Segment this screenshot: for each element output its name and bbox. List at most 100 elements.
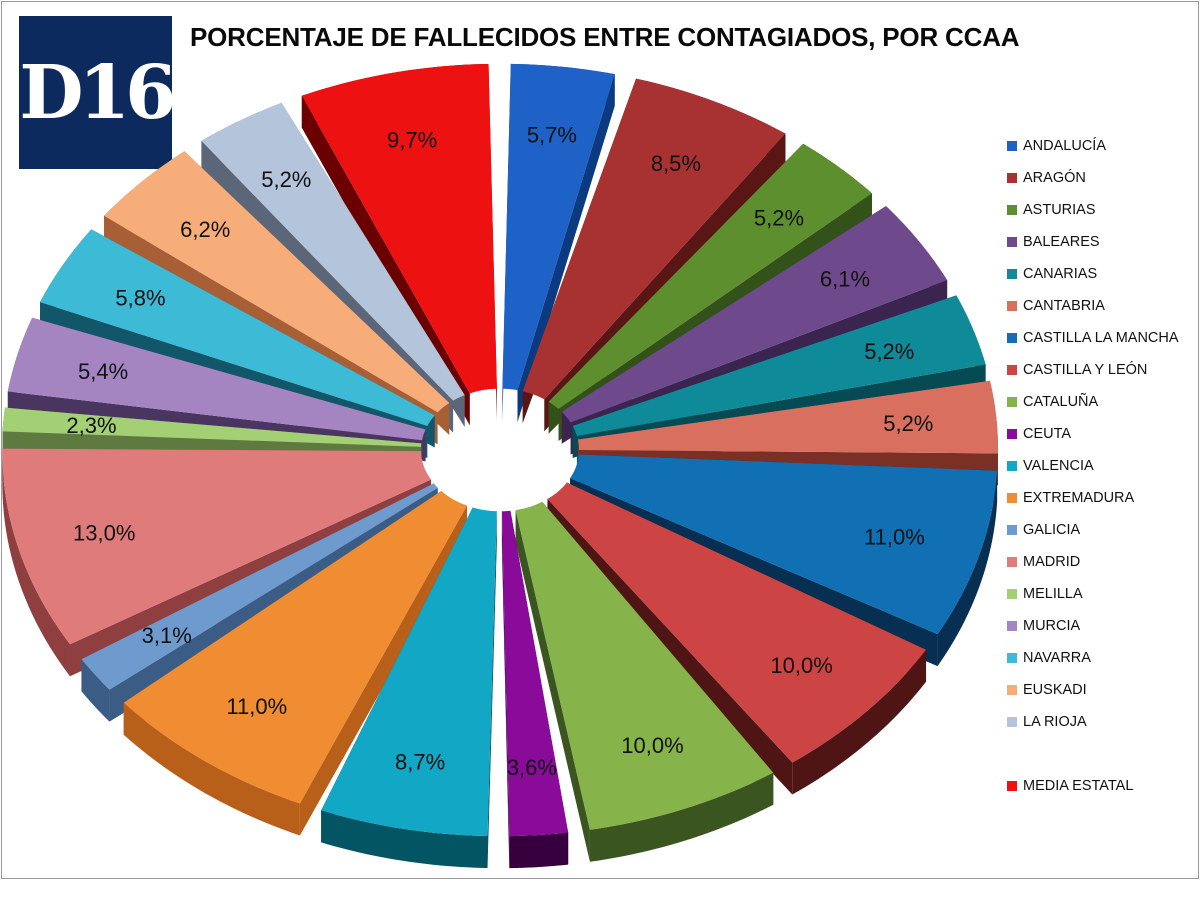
legend-label: GALICIA: [1023, 522, 1081, 538]
pie-slice-edge: [517, 74, 615, 423]
legend-swatch: [1007, 333, 1017, 343]
legend-item: CANARIAS: [1007, 266, 1097, 282]
pie-slice-top: [547, 482, 927, 763]
pie-slice-top: [548, 143, 872, 409]
legend-label: MEDIA ESTATAL: [1023, 778, 1134, 794]
legend-swatch: [1007, 301, 1017, 311]
legend-label: ANDALUCÍA: [1023, 138, 1106, 154]
legend-swatch: [1007, 141, 1017, 151]
legend-label: LA RIOJA: [1023, 714, 1087, 730]
pie-slice-edge: [487, 511, 497, 869]
legend-swatch: [1007, 205, 1017, 215]
pie-slice-side: [321, 810, 488, 869]
pie-slice-edge: [547, 498, 793, 795]
pie-slice-top: [561, 206, 948, 423]
pie-slice-10: 3,6%: [501, 510, 569, 869]
legend-swatch: [1007, 557, 1017, 567]
legend-swatch: [1007, 717, 1017, 727]
legend-item: MELILLA: [1007, 586, 1083, 602]
legend-swatch: [1007, 493, 1017, 503]
legend-item: EXTREMADURA: [1007, 490, 1134, 506]
legend-swatch: [1007, 237, 1017, 247]
data-label: 5,2%: [261, 167, 311, 192]
legend-swatch: [1007, 781, 1017, 791]
data-label: 11,0%: [226, 694, 287, 719]
pie-slice-top: [301, 63, 497, 394]
legend-item: MADRID: [1007, 554, 1080, 570]
pie-slice-9: 10,0%: [515, 501, 774, 862]
data-label: 8,5%: [651, 151, 701, 176]
legend-swatch: [1007, 621, 1017, 631]
pie-slice-top: [2, 448, 432, 645]
data-label: 11,0%: [864, 524, 925, 549]
data-label: 5,7%: [527, 123, 577, 148]
legend-swatch: [1007, 269, 1017, 279]
pie-slice-top: [577, 380, 998, 454]
legend-item: BALEARES: [1007, 234, 1100, 250]
pie-slice-side: [589, 772, 774, 862]
data-label: 2,3%: [66, 413, 116, 438]
legend-swatch: [1007, 589, 1017, 599]
legend-item: CASTILLA Y LEÓN: [1007, 362, 1147, 378]
legend-label: VALENCIA: [1023, 458, 1094, 474]
legend-label: ASTURIAS: [1023, 202, 1096, 218]
pie-slice-top: [81, 483, 438, 690]
pie-slice-top: [7, 317, 426, 441]
data-label: 3,1%: [142, 623, 192, 648]
data-label: 8,7%: [395, 750, 445, 775]
legend-item: ANDALUCÍA: [1007, 138, 1106, 154]
legend-swatch: [1007, 461, 1017, 471]
data-label: 10,0%: [770, 653, 832, 678]
pie-slice-edge: [515, 510, 590, 862]
data-label: 5,2%: [864, 339, 914, 364]
legend-label: BALEARES: [1023, 234, 1100, 250]
d16-logo: D16: [19, 16, 177, 169]
legend-swatch: [1007, 525, 1017, 535]
legend-label: ARAGÓN: [1023, 170, 1086, 186]
legend-item: EUSKADI: [1007, 682, 1087, 698]
legend-item: ASTURIAS: [1007, 202, 1096, 218]
pie-slice-edge: [501, 511, 510, 869]
data-label: 10,0%: [621, 733, 683, 758]
legend-label: CASTILLA Y LEÓN: [1023, 362, 1148, 378]
legend-swatch: [1007, 429, 1017, 439]
legend-label: CASTILLA LA MANCHA: [1023, 330, 1179, 346]
pie-slice-top: [502, 63, 615, 391]
pie-slice-top: [570, 454, 998, 635]
data-label: 5,8%: [115, 286, 165, 311]
chart-title: PORCENTAJE DE FALLECIDOS ENTRE CONTAGIAD…: [190, 22, 1020, 52]
legend-label: CEUTA: [1023, 426, 1072, 442]
pie-slice-top: [2, 407, 422, 447]
legend-item: MEDIA ESTATAL: [1007, 778, 1133, 794]
legend-swatch: [1007, 365, 1017, 375]
data-label: 3,6%: [507, 755, 557, 780]
pie-slice-8: 10,0%: [547, 482, 927, 795]
pie-slice-side: [123, 702, 300, 836]
legend-label: CANTABRIA: [1023, 298, 1105, 314]
legend-swatch: [1007, 397, 1017, 407]
legend-item: GALICIA: [1007, 522, 1080, 538]
data-label: 6,1%: [820, 267, 870, 292]
legend-item: ARAGÓN: [1007, 170, 1086, 186]
pie-slice-1: 5,7%: [502, 63, 615, 423]
pie-slice-top: [515, 501, 774, 830]
pie-slice-edge: [299, 505, 467, 836]
legend-item: CASTILLA LA MANCHA: [1007, 330, 1179, 346]
pie-slice-top: [572, 295, 986, 436]
legend-item: MURCIA: [1007, 618, 1080, 634]
legend-label: EUSKADI: [1023, 682, 1087, 698]
legend-label: NAVARRA: [1023, 650, 1091, 666]
pie-slice-11: 8,7%: [321, 507, 497, 869]
pie-slice-top: [501, 510, 569, 837]
legend-item: VALENCIA: [1007, 458, 1094, 474]
pie-chart: 5,7% 9,7% 8,5% 5,2% 5,2% 6,2% 6,1% 5,8% 5,2% 5,4%…: [2, 63, 998, 869]
data-label: 5,4%: [78, 359, 128, 384]
legend-swatch: [1007, 685, 1017, 695]
legend-label: MURCIA: [1023, 618, 1081, 634]
legend-item: CATALUÑA: [1007, 394, 1098, 410]
data-label: 6,2%: [180, 217, 230, 242]
legend-label: EXTREMADURA: [1023, 490, 1135, 506]
pie-slice-side: [509, 832, 569, 869]
pie-slice-side: [2, 448, 70, 677]
legend-item: LA RIOJA: [1007, 714, 1087, 730]
